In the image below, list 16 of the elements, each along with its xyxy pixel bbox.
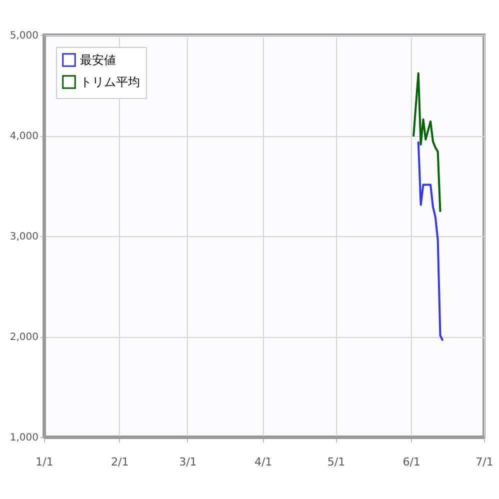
x-tick-label: 6/1	[402, 456, 420, 468]
y-tick-label: 2,000	[10, 332, 38, 343]
legend-label: トリム平均	[80, 75, 140, 89]
line-series	[417, 140, 444, 342]
x-tick-label: 1/1	[36, 456, 54, 468]
x-tick-label: 2/1	[111, 456, 129, 468]
x-tick-label: 7/1	[476, 456, 494, 468]
y-tick-label: 4,000	[10, 131, 38, 142]
x-tick-label: 3/1	[179, 456, 197, 468]
x-tick-label: 5/1	[327, 456, 346, 468]
y-tick-label: 1,000	[10, 432, 38, 444]
y-tick-label: 5,000	[10, 30, 38, 42]
legend-label: 最安値	[80, 53, 116, 67]
y-tick-label: 3,000	[10, 232, 38, 242]
x-tick-label: 4/1	[254, 456, 272, 468]
line-series	[412, 72, 442, 213]
